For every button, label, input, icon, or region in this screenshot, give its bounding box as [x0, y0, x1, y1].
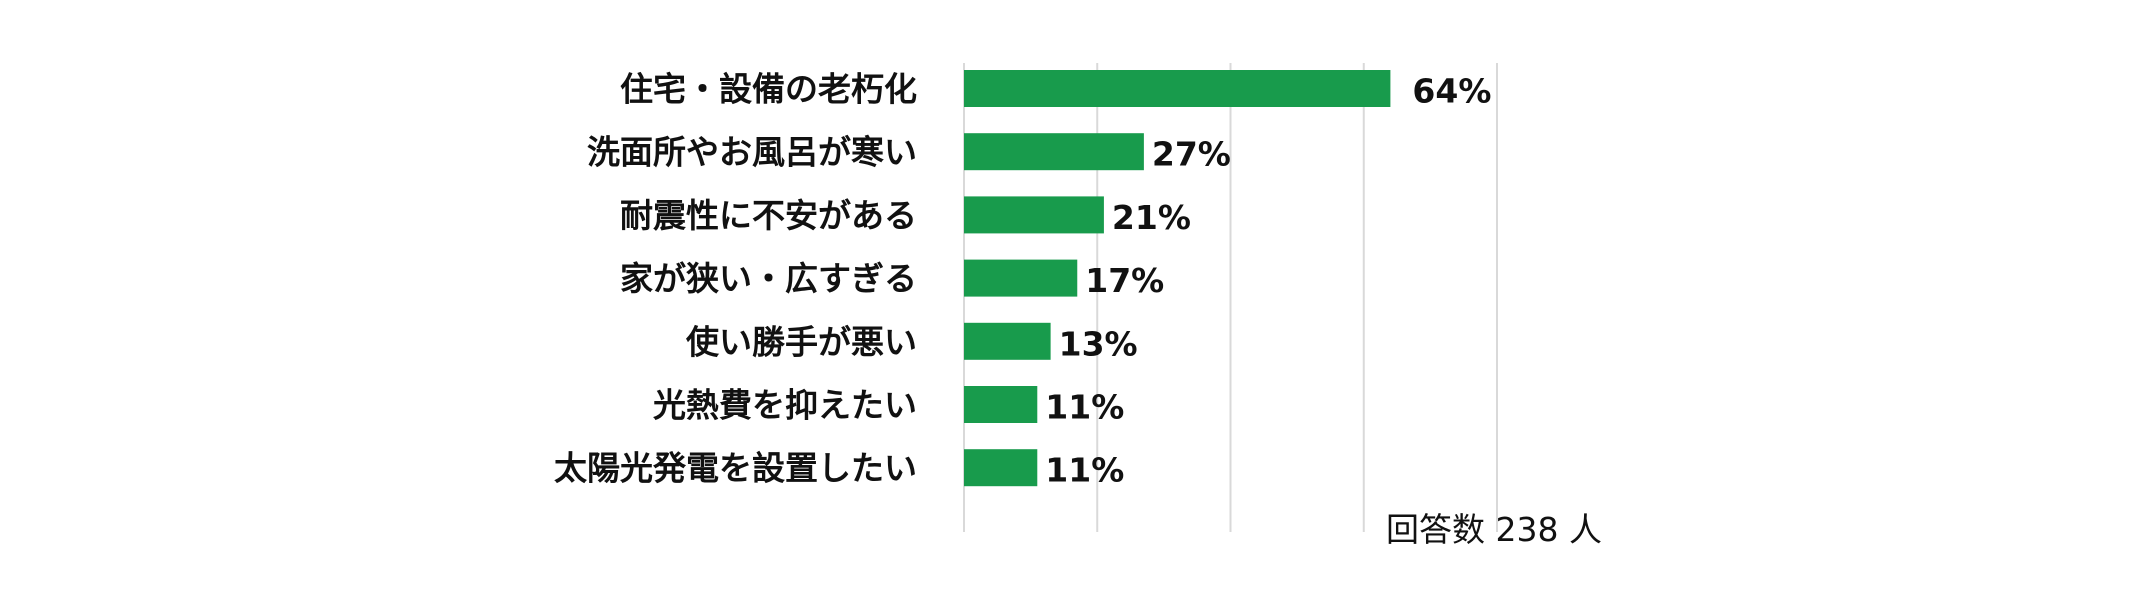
value-labels: 64% 27% 21% 17% 13% 11% 11% [1045, 72, 1491, 490]
respondent-count-note: 回答数 238 人 [1386, 510, 1602, 549]
value-label: 11% [1045, 451, 1124, 490]
category-label: 耐震性に不安がある [620, 196, 917, 235]
category-label: 洗面所やお風呂が寒い [587, 133, 917, 172]
category-label: 太陽光発電を設置したい [554, 449, 917, 488]
bars [964, 70, 1391, 487]
value-label: 17% [1085, 261, 1164, 300]
bar [964, 70, 1391, 107]
value-label: 11% [1045, 388, 1124, 427]
category-labels: 住宅・設備の老朽化洗面所やお風呂が寒い耐震性に不安がある家が狭い・広すぎる使い勝… [554, 70, 917, 488]
bar [964, 386, 1038, 423]
value-label: 13% [1059, 324, 1138, 363]
bar [964, 133, 1144, 171]
category-label: 使い勝手が悪い [686, 322, 917, 361]
value-label: 64% [1412, 72, 1491, 111]
category-label: 家が狭い・広すぎる [620, 259, 917, 298]
bar [964, 259, 1078, 297]
bar [964, 449, 1038, 487]
category-label: 光熱費を抑えたい [653, 386, 917, 425]
category-label: 住宅・設備の老朽化 [620, 70, 917, 109]
bar [964, 196, 1104, 234]
value-label: 21% [1112, 198, 1191, 237]
value-label: 27% [1152, 135, 1231, 174]
bar [964, 322, 1051, 360]
